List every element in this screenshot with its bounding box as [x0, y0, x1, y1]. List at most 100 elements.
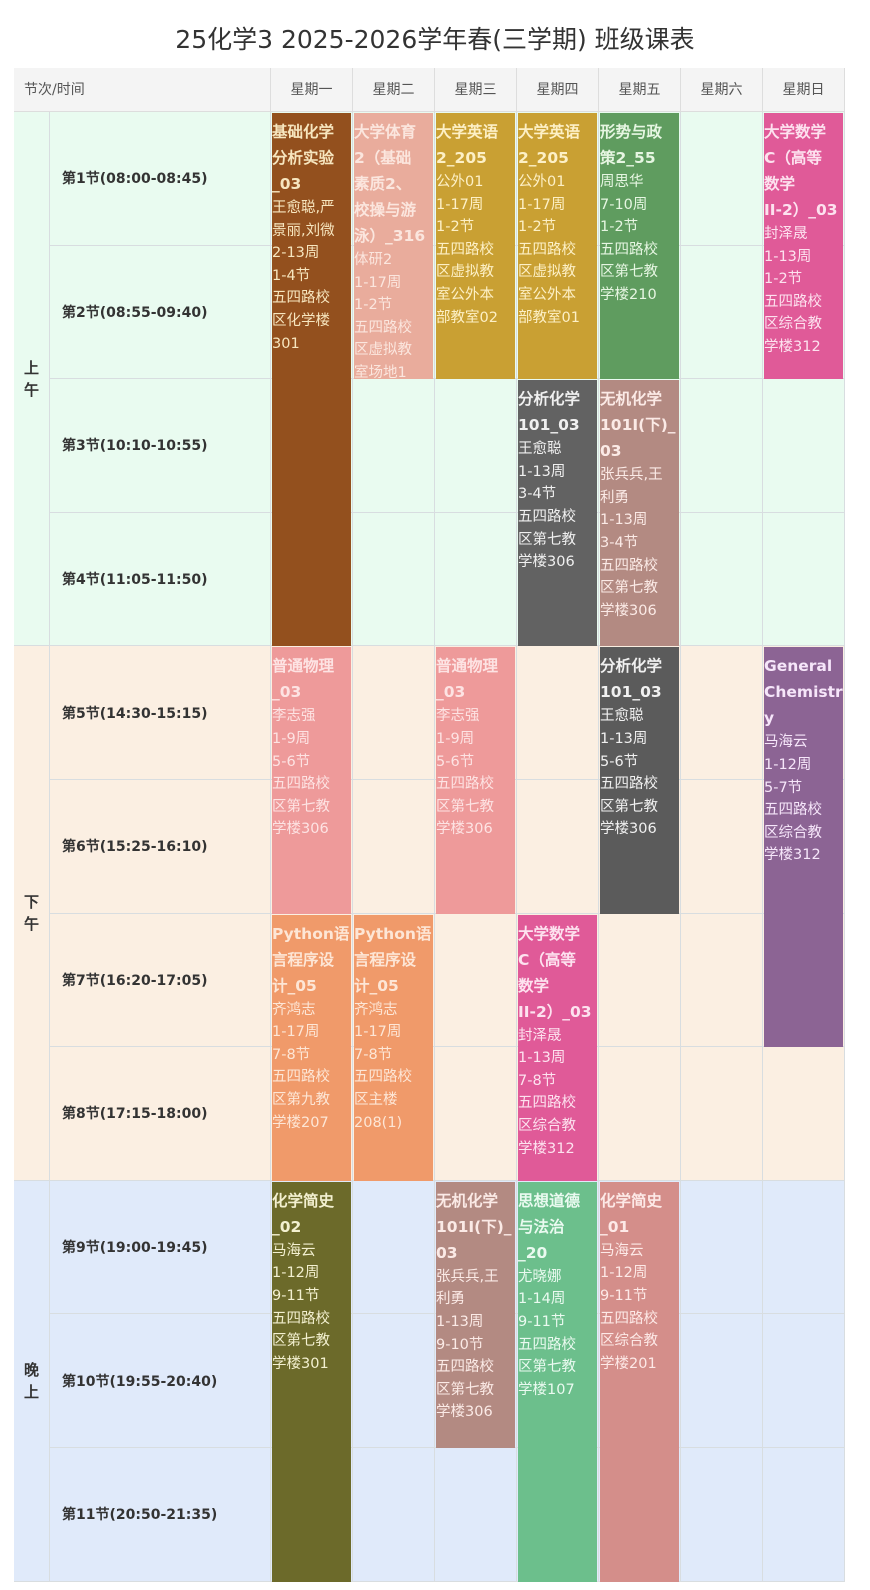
course-detail: 五四路校: [600, 776, 658, 793]
course-detail: 学楼312: [764, 338, 821, 355]
timetable-cell[interactable]: [599, 913, 681, 1048]
course-title: 大学数学: [764, 123, 827, 141]
course-detail: 区第七教: [600, 580, 658, 597]
timetable-cell[interactable]: [681, 913, 763, 1048]
course-block[interactable]: 无机化学 101I(下)_03 张兵兵,王 利勇 1-13周 9-10节 五四路校 区第七教学…: [436, 1181, 515, 1448]
course-block[interactable]: 化学简史 _02 马海云 1-12周 9-11节 五四路校 区第七教 学楼301: [272, 1181, 351, 1582]
course-detail: 1-12周: [764, 756, 812, 773]
timetable-cell[interactable]: [681, 1314, 763, 1448]
course-detail: 五四路校: [518, 508, 576, 525]
course-title: 大学英语: [518, 123, 581, 141]
timetable-cell[interactable]: [763, 1448, 845, 1582]
course-detail: 五四路校: [518, 241, 576, 258]
course-title: _01: [600, 1217, 630, 1236]
course-block[interactable]: 基础化学 分析实验 _03 王愈聪,严 景丽,刘微 2-13周 1-4节 五四路校 区化学楼 30…: [272, 113, 351, 647]
course-detail: 1-17周: [354, 1024, 402, 1041]
timetable-cell[interactable]: [681, 512, 763, 647]
course-block[interactable]: Python语 言程序设 计_05 齐鸿志 1-17周 7-8节 五四路校 区第九教 学楼207: [272, 914, 351, 1181]
timetable-cell[interactable]: [353, 646, 435, 780]
course-block[interactable]: 形势与政 策2_55 周思华 7-10周 1-2节 五四路校 区第七教 学楼210: [600, 113, 679, 380]
timetable-cell[interactable]: [599, 1047, 681, 1181]
course-detail: 9-11节: [518, 1313, 566, 1330]
timetable-cell[interactable]: [435, 1448, 517, 1582]
course-detail: 部教室01: [518, 309, 580, 326]
course-block[interactable]: 大学数学 C（高等 数学 II-2）_03 封泽晟 1-13周 1-2节 五四路校 区综合教 学楼…: [764, 113, 843, 380]
course-detail: 区虚拟教: [436, 264, 494, 281]
course-title: C（高等: [518, 950, 576, 969]
course-detail: 张兵兵,王: [436, 1268, 499, 1285]
course-title: 大学英语: [436, 123, 499, 141]
course-detail: 封泽晟: [518, 1027, 562, 1044]
course-block[interactable]: 普通物理 _03 李志强 1-9周 5-6节 五四路校 区第七教 学楼306: [436, 647, 515, 914]
period-label: 第9节(19:00-19:45): [50, 1180, 271, 1315]
course-detail: 1-2节: [436, 219, 475, 236]
timetable-cell[interactable]: [681, 245, 763, 380]
course-block[interactable]: 普通物理 _03 李志强 1-9周 5-6节 五四路校 区第七教 学楼306: [272, 647, 351, 914]
course-block[interactable]: 大学英语 2_205 公外01 1-17周 1-2节 五四路校 区虚拟教 室公外本 部教室01: [518, 113, 597, 380]
course-block[interactable]: 大学英语 2_205 公外01 1-17周 1-2节 五四路校 区虚拟教 室公外本 部教室02: [436, 113, 515, 380]
course-block[interactable]: 大学数学 C（高等 数学 II-2）_03 封泽晟 1-13周 7-8节 五四路校 区综合教 学楼…: [518, 914, 597, 1181]
timetable-cell[interactable]: [681, 646, 763, 780]
course-detail: 学楼306: [600, 602, 657, 619]
course-block[interactable]: 分析化学 101_03 王愈聪 1-13周 3-4节 五四路校 区第七教 学楼306: [518, 380, 597, 647]
timetable-cell[interactable]: [353, 379, 435, 513]
course-detail: 1-17周: [436, 196, 484, 213]
timetable-cell[interactable]: [763, 1180, 845, 1315]
timetable-cell[interactable]: [681, 379, 763, 513]
course-detail: 公外01: [518, 174, 566, 190]
course-detail: 区第七教: [272, 1333, 330, 1350]
course-title: 化学简史: [600, 1191, 663, 1210]
course-title: 化学简史: [272, 1191, 335, 1210]
course-detail: 五四路校: [518, 1336, 576, 1353]
course-block[interactable]: 无机化学 101I(下)_03 张兵兵,王 利勇 1-13周 3-4节 五四路校 区第七教 学楼…: [600, 380, 679, 647]
course-title: _03: [436, 683, 466, 702]
course-detail: 1-17周: [518, 196, 566, 213]
timetable-cell[interactable]: [353, 512, 435, 647]
course-title: 101I(下)_03: [600, 416, 676, 461]
timetable-cell[interactable]: [763, 1047, 845, 1181]
course-detail: 王愈聪: [600, 708, 644, 725]
timetable-cell[interactable]: [763, 512, 845, 647]
timetable-cell[interactable]: [681, 1448, 763, 1582]
timetable-cell[interactable]: [353, 1448, 435, 1582]
timetable-cell[interactable]: [353, 1180, 435, 1315]
timetable-cell[interactable]: [517, 646, 599, 780]
course-block[interactable]: 思想道德 与法治 _20 尤晓娜 1-14周 9-11节 五四路校 区第七教 学楼107: [518, 1181, 597, 1582]
timetable-cell[interactable]: [681, 1047, 763, 1181]
timetable-cell[interactable]: [517, 780, 599, 914]
course-title: _20: [518, 1243, 548, 1262]
course-detail: 学楼306: [600, 821, 657, 838]
course-detail: 2-13周: [272, 245, 320, 262]
period-label: 第2节(08:55-09:40): [50, 245, 271, 380]
timetable-cell[interactable]: [353, 1314, 435, 1448]
course-block[interactable]: 大学体育 2（基础 素质2、 校操与游 泳）_316 体研2 1-17周 1-2节 五四路校 区虚…: [354, 113, 433, 381]
course-detail: 王愈聪,严: [272, 200, 335, 216]
timetable-cell[interactable]: [681, 1180, 763, 1315]
course-title: 2_205: [518, 149, 569, 167]
course-detail: 学楼107: [518, 1381, 575, 1398]
timetable-cell[interactable]: [353, 780, 435, 914]
timetable-cell[interactable]: [435, 512, 517, 647]
period-label: 第7节(16:20-17:05): [50, 913, 271, 1048]
course-block[interactable]: 分析化学 101_03 王愈聪 1-13周 5-6节 五四路校 区第七教 学楼306: [600, 647, 679, 914]
course-detail: 五四路校: [436, 1359, 494, 1376]
course-detail: 5-6节: [600, 753, 639, 770]
timetable-cell[interactable]: [681, 112, 763, 246]
timetable-cell[interactable]: [763, 379, 845, 513]
course-block[interactable]: 化学简史 _01 马海云 1-12周 9-11节 五四路校 区综合教 学楼201: [600, 1181, 679, 1582]
course-title: 素质2、: [354, 175, 412, 193]
timetable-cell[interactable]: [681, 780, 763, 914]
timetable-cell[interactable]: [763, 1314, 845, 1448]
period-label: 第1节(08:00-08:45): [50, 112, 271, 246]
timetable-cell[interactable]: [435, 1047, 517, 1181]
timetable-cell[interactable]: [435, 913, 517, 1048]
timetable-cell[interactable]: [435, 379, 517, 513]
course-block[interactable]: Python语 言程序设 计_05 齐鸿志 1-17周 7-8节 五四路校 区主楼 208(1): [354, 914, 433, 1181]
course-detail: 区第七教: [272, 798, 330, 815]
course-detail: 马海云: [272, 1242, 316, 1259]
course-detail: 封泽晟: [764, 226, 808, 242]
course-detail: 部教室02: [436, 309, 498, 326]
course-detail: 区虚拟教: [354, 342, 412, 359]
course-detail: 尤晓娜: [518, 1268, 562, 1285]
course-block[interactable]: General Chemistry 马海云 1-12周 5-7节 五四路校 区综合教 学楼31…: [764, 647, 843, 1048]
